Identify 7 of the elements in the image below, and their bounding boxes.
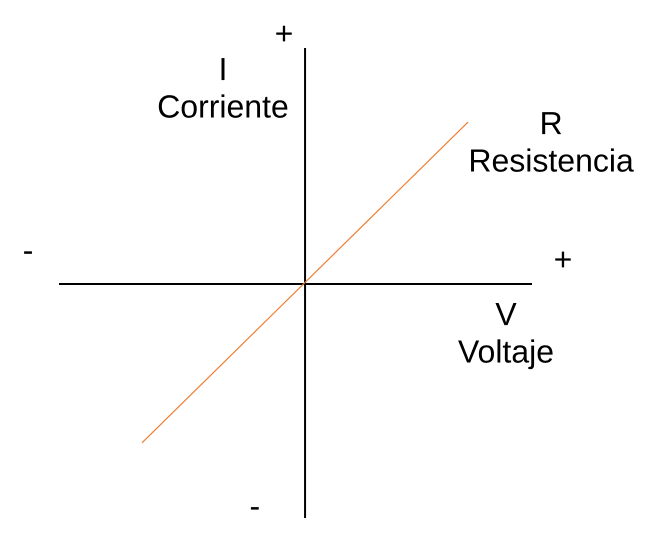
x-axis-title: V Voltaje — [458, 303, 553, 370]
y-axis-title: I Corriente — [158, 58, 288, 118]
text: - — [250, 507, 259, 510]
text: + — [276, 26, 292, 42]
text: - — [24, 251, 32, 254]
text: + — [555, 252, 571, 268]
series-label: R Resistencia — [471, 112, 634, 172]
